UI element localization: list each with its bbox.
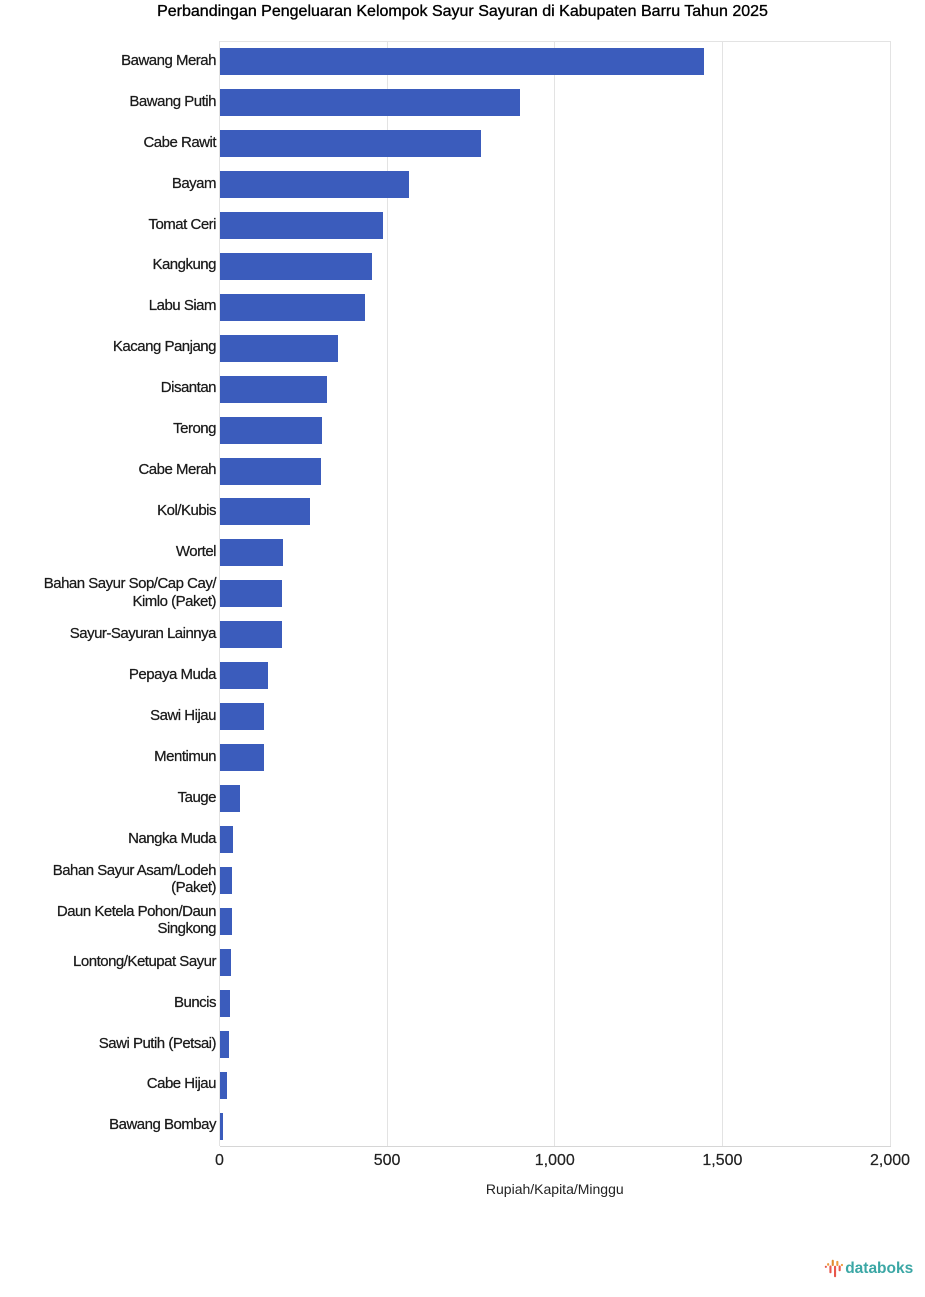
- svg-text:databoks: databoks: [845, 1260, 913, 1277]
